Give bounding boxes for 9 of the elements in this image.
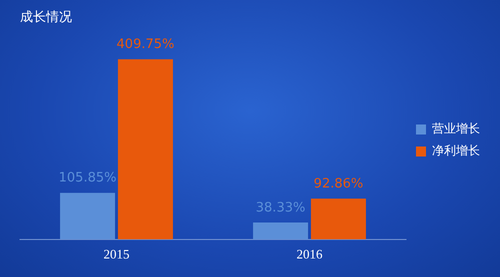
x-tick-label: 2016 bbox=[296, 246, 323, 262]
data-label: 38.33% bbox=[256, 200, 306, 216]
x-tick-label: 2015 bbox=[104, 246, 130, 262]
data-label: 92.86% bbox=[314, 176, 364, 192]
data-label: 105.85% bbox=[58, 170, 116, 186]
legend-label: 净利增长 bbox=[432, 144, 480, 158]
data-label: 409.75% bbox=[116, 37, 174, 52]
legend-label: 营业增长 bbox=[432, 122, 480, 136]
chart-title: 成长情况 bbox=[20, 10, 72, 26]
